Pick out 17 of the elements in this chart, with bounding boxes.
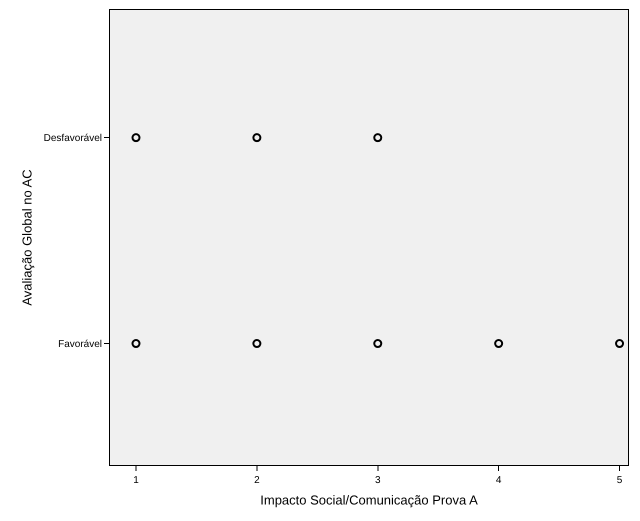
point: [252, 133, 262, 142]
x-axis-title: Impacto Social/Comunicação Prova A: [260, 492, 478, 508]
y-tick-label: Desfavorável: [44, 133, 102, 144]
x-tick-label: 1: [133, 475, 140, 486]
x-tick-label: 4: [496, 475, 502, 486]
point: [615, 339, 624, 348]
x-tick-label: 2: [254, 475, 260, 486]
point: [252, 339, 262, 348]
point: [131, 133, 140, 142]
point: [131, 339, 140, 348]
point: [494, 339, 504, 348]
point: [373, 339, 382, 348]
y-axis-title: Avaliação Global no AC: [20, 169, 35, 306]
x-tick-label: 5: [616, 475, 623, 486]
y-tick-label: Favorável: [58, 339, 102, 350]
x-tick-label: 3: [374, 475, 381, 486]
point: [373, 133, 382, 142]
